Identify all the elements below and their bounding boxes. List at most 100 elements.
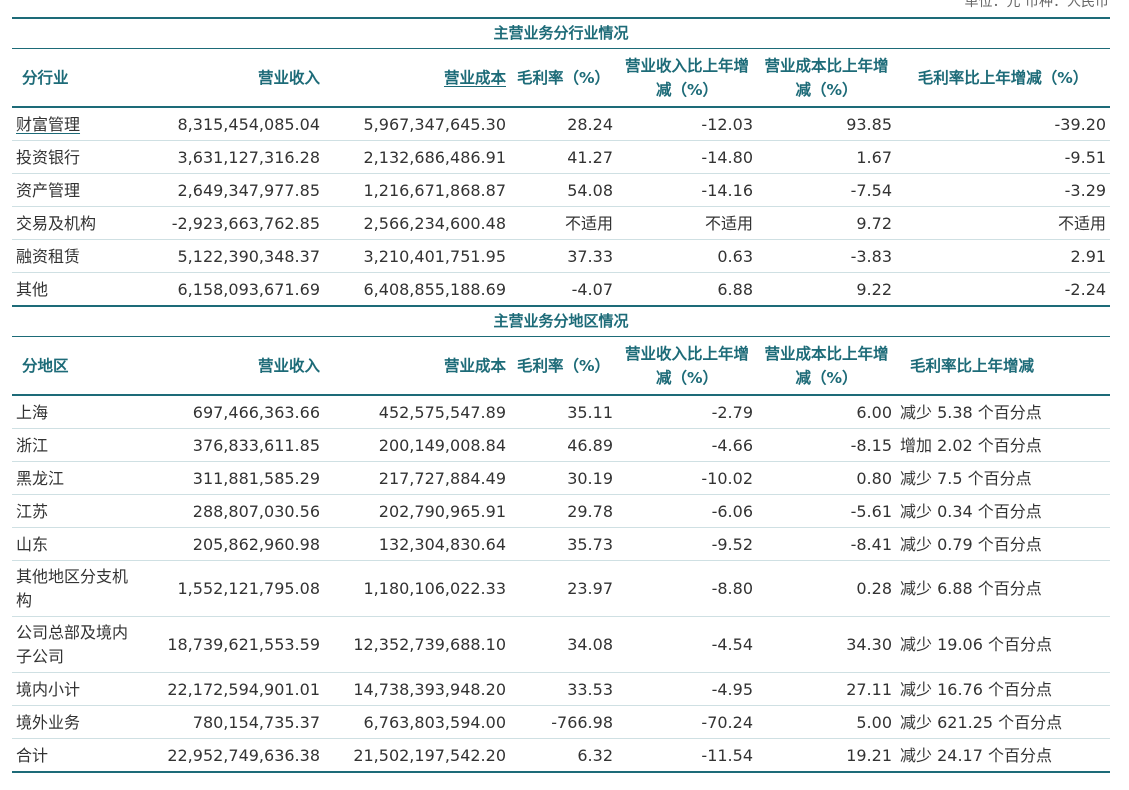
region-header-6: 毛利率比上年增减 xyxy=(896,336,1111,396)
industry-header-1: 营业收入 xyxy=(134,48,324,108)
industry-header-3: 毛利率（%） xyxy=(510,48,617,108)
industry-row-label: 交易及机构 xyxy=(12,206,134,240)
industry-cell: 2,649,347,977.85 xyxy=(134,173,324,207)
industry-table-row: 其他 6,158,093,671.69 6,408,855,188.69 -4.07 6… xyxy=(12,272,1111,307)
industry-cell: 6.88 xyxy=(617,272,757,307)
industry-cell: -3.29 xyxy=(896,173,1111,207)
industry-section-title-row: 主营业务分行业情况 xyxy=(12,17,1111,49)
region-row-label: 公司总部及境内子公司 xyxy=(12,616,134,673)
region-row-label: 上海 xyxy=(12,395,134,429)
region-cell: 697,466,363.66 xyxy=(134,395,324,429)
region-cell: 减少 5.38 个百分点 xyxy=(896,395,1111,429)
region-table-row: 浙江 376,833,611.85 200,149,008.84 46.89 -4.66… xyxy=(12,428,1111,462)
region-cell: 减少 16.76 个百分点 xyxy=(896,672,1111,706)
region-cell: 35.11 xyxy=(510,395,617,429)
region-row-label: 浙江 xyxy=(12,428,134,462)
region-cell: 0.28 xyxy=(757,560,896,617)
industry-cell: 不适用 xyxy=(617,206,757,240)
industry-cell: -39.20 xyxy=(896,107,1111,141)
industry-header-2: 营业成本 xyxy=(324,48,510,108)
region-cell: 34.30 xyxy=(757,616,896,673)
region-cell: -10.02 xyxy=(617,461,757,495)
industry-cell: 28.24 xyxy=(510,107,617,141)
region-row-label: 境外业务 xyxy=(12,705,134,739)
industry-cell: -3.83 xyxy=(757,239,896,273)
region-row-label: 山东 xyxy=(12,527,134,561)
region-header-5: 营业成本比上年增减（%） xyxy=(757,336,896,396)
region-table-row: 黑龙江 311,881,585.29 217,727,884.49 30.19 -10.… xyxy=(12,461,1111,495)
region-cell: 6.00 xyxy=(757,395,896,429)
region-cell: 288,807,030.56 xyxy=(134,494,324,528)
industry-cell: 不适用 xyxy=(896,206,1111,240)
region-cell: -5.61 xyxy=(757,494,896,528)
industry-row-label: 财富管理 xyxy=(12,107,134,141)
region-table-row: 山东 205,862,960.98 132,304,830.64 35.73 -9.52… xyxy=(12,527,1111,561)
region-table-row: 境内小计 22,172,594,901.01 14,738,393,948.20 33… xyxy=(12,672,1111,706)
industry-cell: -14.80 xyxy=(617,140,757,174)
region-cell: 21,502,197,542.20 xyxy=(324,738,510,773)
region-cell: 200,149,008.84 xyxy=(324,428,510,462)
industry-cell: 不适用 xyxy=(510,206,617,240)
region-cell: 0.80 xyxy=(757,461,896,495)
region-cell: -2.79 xyxy=(617,395,757,429)
region-row-label: 江苏 xyxy=(12,494,134,528)
region-header-2: 营业成本 xyxy=(324,336,510,396)
industry-cell: 3,631,127,316.28 xyxy=(134,140,324,174)
industry-cell: 6,408,855,188.69 xyxy=(324,272,510,307)
region-cell: 减少 6.88 个百分点 xyxy=(896,560,1111,617)
region-cell: 35.73 xyxy=(510,527,617,561)
industry-cell: 0.63 xyxy=(617,239,757,273)
region-header-1: 营业收入 xyxy=(134,336,324,396)
region-cell: 增加 2.02 个百分点 xyxy=(896,428,1111,462)
region-cell: 减少 19.06 个百分点 xyxy=(896,616,1111,673)
region-cell: 减少 0.34 个百分点 xyxy=(896,494,1111,528)
region-cell: 27.11 xyxy=(757,672,896,706)
region-row-label: 黑龙江 xyxy=(12,461,134,495)
region-table-row: 境外业务 780,154,735.37 6,763,803,594.00 -766.9… xyxy=(12,705,1111,739)
industry-table-row: 投资银行 3,631,127,316.28 2,132,686,486.91 41.2… xyxy=(12,140,1111,174)
region-cell: 12,352,739,688.10 xyxy=(324,616,510,673)
industry-table-row: 财富管理 8,315,454,085.04 5,967,347,645.30 28.2… xyxy=(12,107,1111,141)
industry-cell: 5,967,347,645.30 xyxy=(324,107,510,141)
region-cell: -9.52 xyxy=(617,527,757,561)
region-cell: 780,154,735.37 xyxy=(134,705,324,739)
region-cell: 23.97 xyxy=(510,560,617,617)
region-header-row: 分地区 营业收入 营业成本 毛利率（%） 营业收入比上年增减（%） 营业成本比上年增减（%… xyxy=(12,336,1111,396)
industry-table-row: 资产管理 2,649,347,977.85 1,216,671,868.87 54.0… xyxy=(12,173,1111,207)
region-table-row: 合计 22,952,749,636.38 21,502,197,542.20 6.32… xyxy=(12,738,1111,773)
region-cell: 18,739,621,553.59 xyxy=(134,616,324,673)
main-business-table: 主营业务分行业情况 分行业 营业收入 营业成本 毛利率（%） 营业收入比上年增减（%） 营业… xyxy=(12,17,1111,773)
industry-row-label: 资产管理 xyxy=(12,173,134,207)
region-cell: 46.89 xyxy=(510,428,617,462)
region-cell: -8.15 xyxy=(757,428,896,462)
region-cell: 6,763,803,594.00 xyxy=(324,705,510,739)
region-row-label: 境内小计 xyxy=(12,672,134,706)
region-cell: 1,180,106,022.33 xyxy=(324,560,510,617)
industry-cell: 93.85 xyxy=(757,107,896,141)
industry-cell: 2.91 xyxy=(896,239,1111,273)
industry-cell: 37.33 xyxy=(510,239,617,273)
region-cell: -6.06 xyxy=(617,494,757,528)
region-header-0: 分地区 xyxy=(12,336,134,396)
industry-table-row: 融资租赁 5,122,390,348.37 3,210,401,751.95 37.3… xyxy=(12,239,1111,273)
industry-cell: 41.27 xyxy=(510,140,617,174)
region-row-label: 合计 xyxy=(12,738,134,773)
industry-header-row: 分行业 营业收入 营业成本 毛利率（%） 营业收入比上年增减（%） 营业成本比上年增减（%… xyxy=(12,48,1111,108)
industry-cell: 9.22 xyxy=(757,272,896,307)
region-cell: 34.08 xyxy=(510,616,617,673)
industry-header-4: 营业收入比上年增减（%） xyxy=(617,48,757,108)
industry-cell: -2.24 xyxy=(896,272,1111,307)
region-cell: -8.41 xyxy=(757,527,896,561)
region-cell: 452,575,547.89 xyxy=(324,395,510,429)
unit-note: 单位：元 币种：人民币 xyxy=(964,0,1109,10)
industry-table-row: 交易及机构 -2,923,663,762.85 2,566,234,600.48 不适… xyxy=(12,206,1111,240)
industry-row-label: 其他 xyxy=(12,272,134,307)
industry-cell: 1,216,671,868.87 xyxy=(324,173,510,207)
region-cell: 30.19 xyxy=(510,461,617,495)
industry-cell: -7.54 xyxy=(757,173,896,207)
region-cell: 减少 0.79 个百分点 xyxy=(896,527,1111,561)
region-table-row: 其他地区分支机构 1,552,121,795.08 1,180,106,022.33… xyxy=(12,560,1111,617)
region-header-3: 毛利率（%） xyxy=(510,336,617,396)
region-table-row: 公司总部及境内子公司 18,739,621,553.59 12,352,739,68… xyxy=(12,616,1111,673)
region-cell: -4.66 xyxy=(617,428,757,462)
